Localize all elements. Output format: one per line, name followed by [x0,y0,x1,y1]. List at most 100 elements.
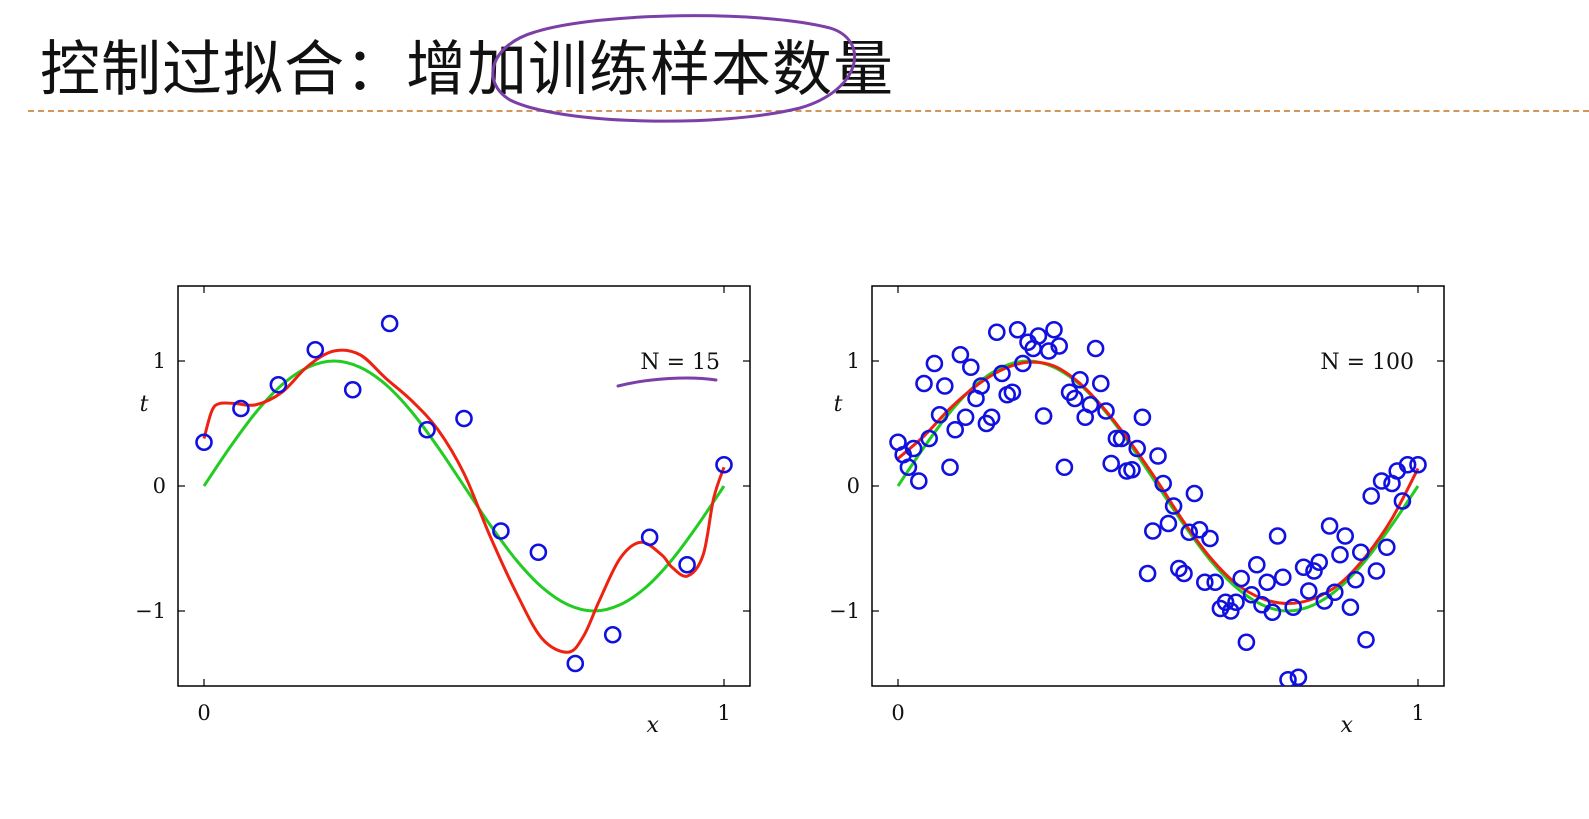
data-point [1123,460,1141,479]
data-point [946,420,964,439]
data-point [904,439,923,458]
data-point [1081,395,1100,414]
x-tick-label: 0 [891,701,904,725]
data-point [1143,522,1162,540]
slide-title: 控制过拟合：增加训练样本数量 [40,35,894,105]
data-point [1086,339,1105,358]
x-tick-label: 0 [197,701,210,725]
data-point [1362,487,1381,505]
y-tick-label: 1 [153,349,166,373]
data-point [1232,569,1251,588]
data-point [1299,582,1318,600]
data-point [1315,592,1334,610]
data-point [455,409,473,428]
data-point [380,314,399,333]
data-point [306,340,325,359]
data-point [1159,514,1178,533]
data-point [915,374,933,393]
data-point [1346,570,1365,589]
data-point [1393,492,1412,510]
data-point [899,458,918,477]
data-point [1138,564,1157,583]
data-point [930,405,949,424]
data-point [951,345,970,364]
data-point [1164,497,1183,515]
data-point [1367,562,1386,580]
chart-right: −1 0 1 0 1 x t N = 100 [829,285,1445,738]
data-point [1242,585,1261,604]
chart-left: −1 0 1 0 1 x t N = 15 [135,285,751,738]
data-point [962,358,980,377]
y-tick-label: 0 [153,474,166,498]
data-point [1055,458,1074,477]
data-point [1320,517,1339,535]
data-point [1190,520,1209,539]
data-point [1268,527,1287,545]
data-point [1066,389,1084,408]
data-point [1305,562,1323,580]
x-axis-label: x [1341,713,1354,738]
data-point [1377,538,1396,557]
data-point [232,399,250,418]
data-point [640,528,659,547]
data-point [1149,447,1167,465]
data-point [1294,558,1313,577]
data-point [936,377,954,395]
data-point [1357,630,1375,649]
data-point [1034,407,1053,425]
data-point [603,625,622,644]
data-point [1008,320,1027,339]
y-axis-label: t [140,392,149,417]
data-point [1201,529,1219,548]
data-point [1398,455,1417,474]
data-point [195,433,213,452]
y-tick-label: 0 [847,474,860,498]
data-point [418,420,436,439]
data-point [1102,454,1121,473]
true-curve-line [202,359,726,613]
data-point [1040,342,1058,360]
data-point [1237,633,1256,652]
data-point [1372,472,1391,490]
data-point [529,543,548,562]
title-divider [28,110,1589,112]
data-point [1289,668,1308,686]
data-point [1227,593,1245,612]
data-point [1014,354,1032,373]
data-point [972,377,990,395]
data-point [910,472,928,490]
data-point [1050,337,1068,355]
data-point [1112,429,1131,448]
y-tick-label: −1 [829,599,860,623]
data-point [1029,327,1048,345]
sample-size-label: N = 15 [640,350,720,375]
data-point [1107,429,1126,448]
data-point [1091,374,1110,393]
data-point [920,429,938,448]
data-point [1185,484,1204,503]
data-point [956,408,975,427]
y-tick-label: −1 [135,599,166,623]
data-point [1169,559,1188,578]
data-point [1180,523,1199,542]
x-tick-label: 1 [717,701,730,725]
data-point [343,380,362,399]
data-point [1195,573,1214,592]
data-point [1341,598,1360,617]
data-point [988,323,1006,342]
data-point [715,455,733,474]
data-point [678,555,696,574]
data-point [1206,573,1225,592]
data-point [925,354,944,373]
data-point [1325,583,1344,602]
data-point [1175,564,1193,583]
data-point [269,375,288,394]
data-point [1154,474,1173,493]
data-point [1310,553,1329,572]
data-point [1336,527,1355,545]
data-point [1279,670,1297,686]
data-point [1351,543,1370,562]
data-point [1284,598,1303,617]
data-point [982,408,1001,427]
y-axis-label: t [834,392,843,417]
